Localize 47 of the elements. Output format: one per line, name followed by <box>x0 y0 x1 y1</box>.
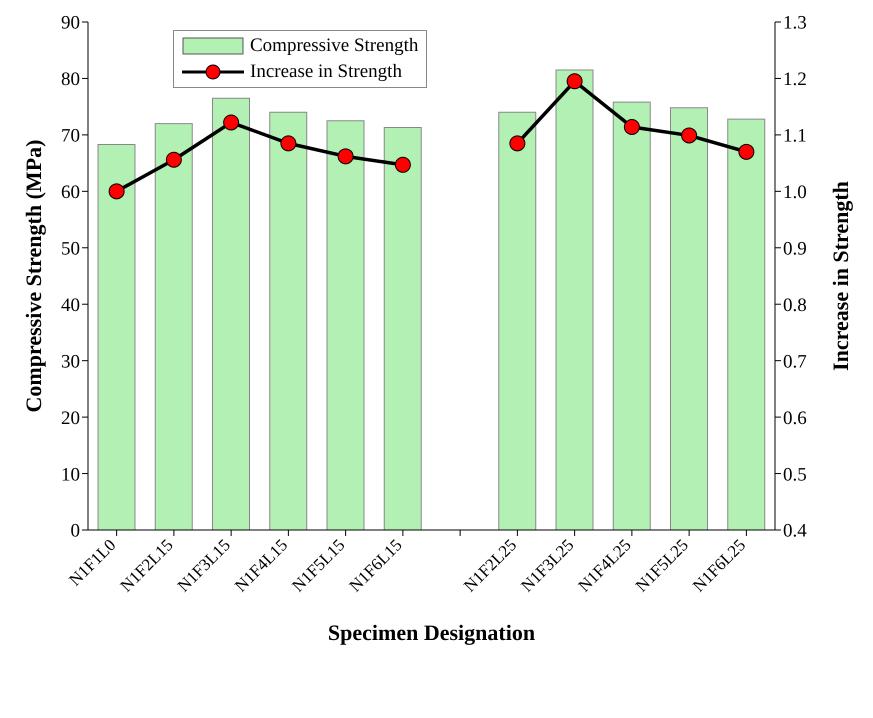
point <box>624 118 640 135</box>
bar <box>727 118 766 530</box>
y-tick-label: 90 <box>61 12 80 34</box>
y-tick-label: 70 <box>61 126 80 147</box>
y-tick-label: 60 <box>61 182 80 204</box>
y2-tick-label: 0.4 <box>783 520 808 542</box>
y2-tick-label: 0.9 <box>783 238 807 260</box>
point <box>738 144 754 160</box>
point <box>166 152 182 168</box>
y2-tick-label: 1.3 <box>783 12 807 34</box>
point <box>394 156 411 173</box>
point <box>280 135 296 152</box>
point <box>338 148 354 164</box>
bar <box>384 127 422 530</box>
y-tick-label: 40 <box>61 294 80 316</box>
y-tick-label: 50 <box>61 238 80 260</box>
point <box>223 114 240 130</box>
point <box>681 127 698 144</box>
bar <box>612 102 651 530</box>
y2-tick-label: 1.1 <box>783 126 807 147</box>
y2-tick-label: 0.6 <box>783 408 807 429</box>
bar <box>154 123 193 530</box>
x-axis-title: Specimen Designation <box>328 620 536 645</box>
y-tick-label: 30 <box>61 351 80 372</box>
legend-label: Compressive Strength <box>250 35 418 57</box>
y-tick-label: 0 <box>70 520 80 542</box>
point <box>566 73 583 90</box>
bar <box>326 120 364 530</box>
y-axis-title: Compressive Strength (MPa) <box>20 140 46 412</box>
point <box>108 183 125 200</box>
y2-tick-label: 0.8 <box>783 294 807 316</box>
point <box>509 135 526 152</box>
y2-tick-label: 1.2 <box>783 69 807 90</box>
y2-tick-label: 0.7 <box>783 351 807 372</box>
bar <box>269 112 308 530</box>
bar <box>670 107 708 530</box>
y-tick-label: 80 <box>61 69 80 90</box>
y-tick-label: 20 <box>61 408 80 429</box>
y-tick-label: 10 <box>61 464 80 486</box>
y2-axis-title: Increase in Strength <box>828 181 853 371</box>
y2-tick-label: 1.0 <box>783 182 807 204</box>
y2-tick-label: 0.5 <box>783 464 807 486</box>
bar <box>498 112 536 530</box>
legend-label: Increase in Strength <box>250 61 402 83</box>
bar <box>98 144 136 530</box>
bar <box>212 98 250 530</box>
bar <box>556 69 594 530</box>
